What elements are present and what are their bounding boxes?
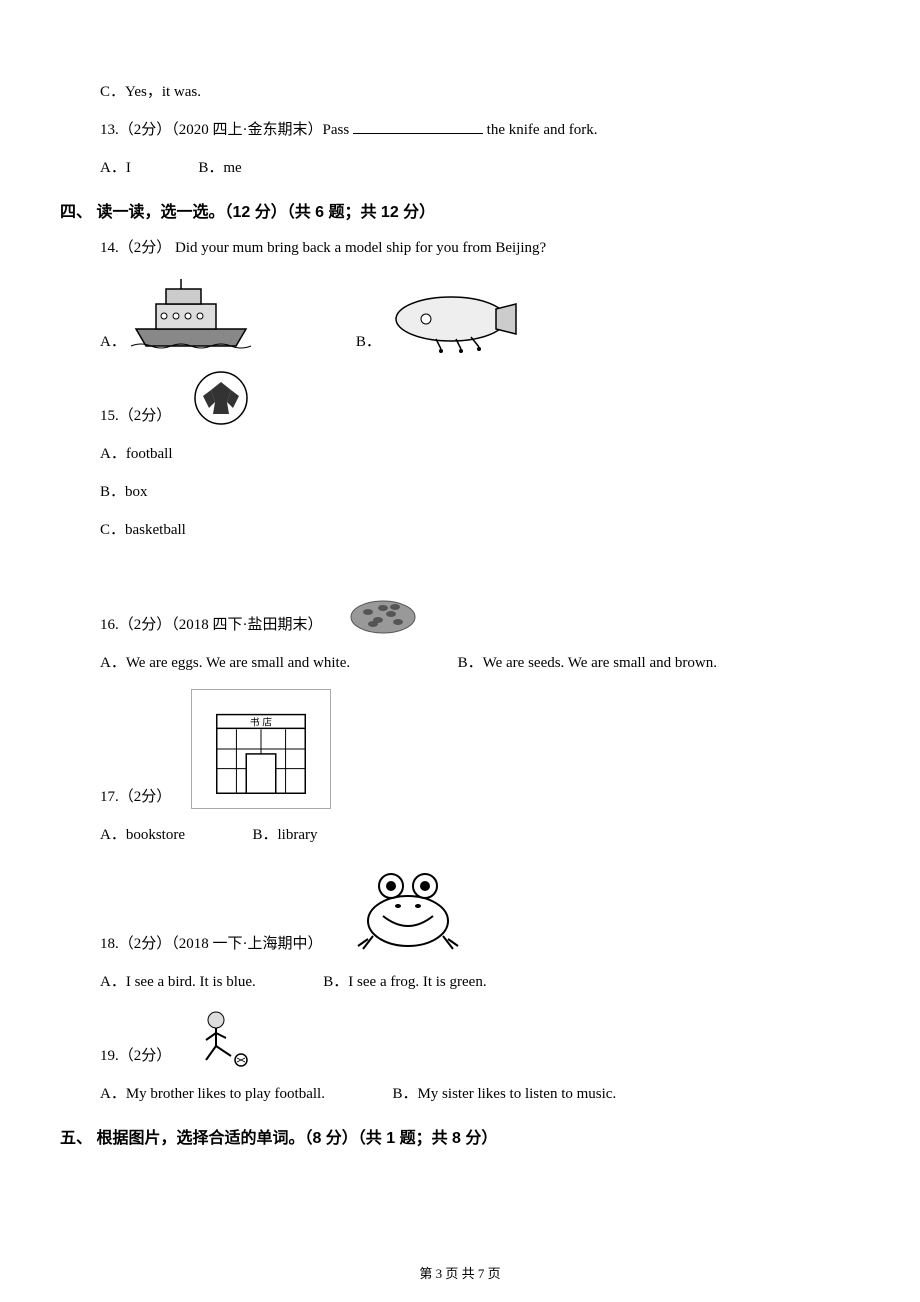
q17-optB[interactable]: B．library <box>253 827 318 843</box>
q12-option-c: C．Yes，it was. <box>100 80 860 104</box>
q17-options: A．bookstore B．library <box>100 823 860 847</box>
q19-line: 19.（2分） <box>100 1008 860 1068</box>
q17-optA[interactable]: A．bookstore <box>100 827 185 843</box>
q16-options: A．We are eggs. We are small and white. B… <box>100 651 860 675</box>
q13-line: 13.（2分）（2020 四上·金东期末）Pass the knife and … <box>100 118 860 142</box>
q14-optA-label[interactable]: A． <box>100 330 126 354</box>
q13-prefix: 13.（2分）（2020 四上·金东期末）Pass <box>100 122 353 138</box>
q19-optA[interactable]: A．My brother likes to play football. <box>100 1086 325 1102</box>
q13-blank[interactable] <box>353 119 483 134</box>
spaceship-icon <box>381 284 521 354</box>
q15-line: 15.（2分） <box>100 368 860 428</box>
q14-line: 14.（2分） Did your mum bring back a model … <box>100 236 860 260</box>
q14-options: A． B． <box>100 274 860 354</box>
q14-optB-label[interactable]: B． <box>356 330 381 354</box>
q16-line: 16.（2分）（2018 四下·盐田期末） <box>100 572 860 637</box>
q13-optB[interactable]: B．me <box>198 160 241 176</box>
q17-text: 17.（2分） <box>100 785 171 809</box>
q13-options: A．I B．me <box>100 156 860 180</box>
svg-text:书 店: 书 店 <box>250 715 272 728</box>
q15-optC[interactable]: C．basketball <box>100 518 860 542</box>
q15-text: 15.（2分） <box>100 404 171 428</box>
q18-optB[interactable]: B．I see a frog. It is green. <box>323 974 486 990</box>
q18-optA[interactable]: A．I see a bird. It is blue. <box>100 974 256 990</box>
q17-line: 17.（2分） 书 店 <box>100 689 860 809</box>
q15-optA[interactable]: A．football <box>100 442 860 466</box>
football-icon <box>191 368 251 428</box>
q16-optA[interactable]: A．We are eggs. We are small and white. <box>100 655 350 671</box>
bookstore-icon: 书 店 <box>191 689 331 809</box>
q18-line: 18.（2分）（2018 一下·上海期中） <box>100 861 860 956</box>
q16-text: 16.（2分）（2018 四下·盐田期末） <box>100 613 323 637</box>
q18-text: 18.（2分）（2018 一下·上海期中） <box>100 932 323 956</box>
q19-text: 19.（2分） <box>100 1044 171 1068</box>
q19-optB[interactable]: B．My sister likes to listen to music. <box>392 1086 616 1102</box>
q15-optB[interactable]: B．box <box>100 480 860 504</box>
boy-kick-icon <box>191 1008 261 1068</box>
ship-icon <box>126 274 256 354</box>
q13-suffix: the knife and fork. <box>483 122 598 138</box>
q19-options: A．My brother likes to play football. B．M… <box>100 1082 860 1106</box>
page-footer: 第 3 页 共 7 页 <box>0 1263 920 1282</box>
q16-optB[interactable]: B．We are seeds. We are small and brown. <box>458 655 717 671</box>
q18-options: A．I see a bird. It is blue. B．I see a fr… <box>100 970 860 994</box>
seeds-icon <box>343 572 423 637</box>
section4-heading: 四、 读一读，选一选。（12 分）（共 6 题；共 12 分） <box>60 198 860 222</box>
q13-optA[interactable]: A．I <box>100 160 131 176</box>
section5-heading: 五、 根据图片，选择合适的单词。（8 分）（共 1 题；共 8 分） <box>60 1124 860 1148</box>
frog-icon <box>343 861 473 956</box>
